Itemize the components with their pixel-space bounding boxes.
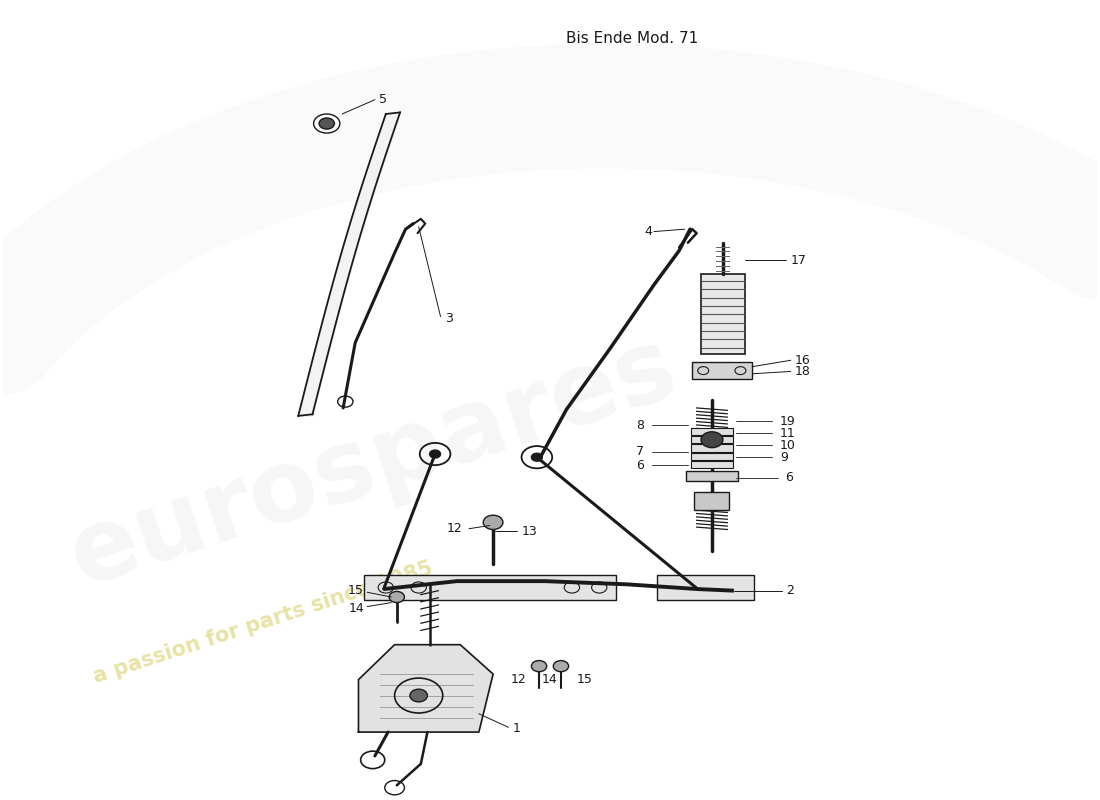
FancyBboxPatch shape: [701, 274, 745, 354]
Text: 2: 2: [786, 584, 794, 597]
Text: 12: 12: [510, 673, 526, 686]
FancyBboxPatch shape: [691, 428, 733, 435]
FancyBboxPatch shape: [692, 362, 752, 379]
Text: a passion for parts since 1985: a passion for parts since 1985: [90, 558, 434, 687]
FancyBboxPatch shape: [685, 470, 738, 481]
FancyBboxPatch shape: [691, 436, 733, 443]
Text: 1: 1: [513, 722, 520, 735]
FancyBboxPatch shape: [691, 461, 733, 468]
Text: 16: 16: [795, 354, 811, 366]
Text: 6: 6: [785, 471, 793, 484]
Text: 18: 18: [795, 365, 811, 378]
Text: 17: 17: [791, 254, 806, 266]
Text: 8: 8: [636, 419, 645, 432]
Text: 15: 15: [576, 673, 592, 686]
Text: 9: 9: [780, 450, 788, 464]
Text: 19: 19: [780, 415, 795, 428]
Circle shape: [430, 450, 441, 458]
Text: 6: 6: [636, 458, 645, 472]
Circle shape: [389, 591, 405, 602]
Text: 12: 12: [447, 522, 462, 535]
Polygon shape: [359, 645, 493, 732]
Circle shape: [410, 689, 428, 702]
FancyBboxPatch shape: [364, 574, 616, 600]
Text: 14: 14: [349, 602, 364, 614]
FancyBboxPatch shape: [658, 574, 754, 600]
Text: 14: 14: [542, 673, 558, 686]
FancyBboxPatch shape: [694, 492, 729, 510]
Circle shape: [531, 661, 547, 672]
Text: Bis Ende Mod. 71: Bis Ende Mod. 71: [566, 30, 698, 46]
Text: 7: 7: [636, 445, 645, 458]
Text: 15: 15: [348, 584, 364, 597]
Circle shape: [701, 432, 723, 448]
Text: 13: 13: [521, 525, 537, 538]
Text: 5: 5: [379, 93, 387, 106]
Circle shape: [553, 661, 569, 672]
Text: 11: 11: [780, 427, 795, 440]
FancyBboxPatch shape: [691, 445, 733, 452]
Text: 3: 3: [444, 312, 453, 325]
Text: eurospares: eurospares: [57, 320, 689, 607]
Text: 4: 4: [644, 225, 652, 238]
Circle shape: [319, 118, 334, 129]
Circle shape: [483, 515, 503, 530]
FancyBboxPatch shape: [691, 454, 733, 460]
Text: 10: 10: [780, 438, 795, 452]
Circle shape: [531, 454, 542, 461]
